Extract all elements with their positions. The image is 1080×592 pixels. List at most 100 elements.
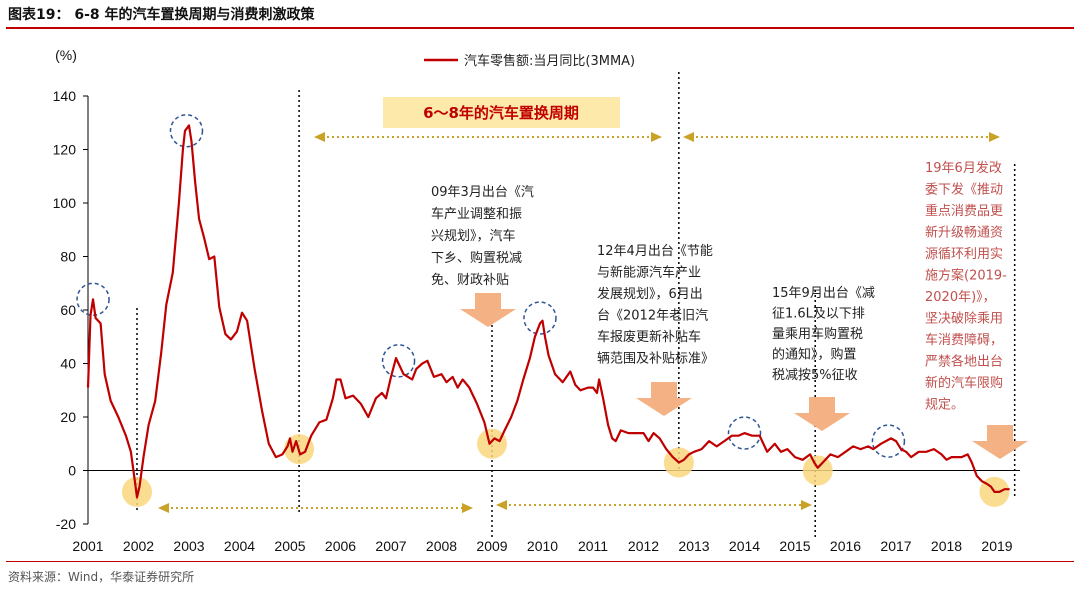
x-tick-label: 2007	[375, 538, 406, 554]
policy-note-a2019: 19年6月发改委下发《推动重点消费品更新升级畅通资源循环利用实施方案(2019-…	[925, 160, 1007, 413]
cycle-arrow-right-head	[989, 132, 1000, 142]
y-tick-label: 80	[60, 249, 76, 265]
policy-guides	[136, 72, 1016, 540]
peak-marker	[727, 416, 762, 450]
policy-note-line: 的通知》，购置	[772, 347, 857, 363]
x-tick-label: 2017	[880, 538, 911, 554]
footer-divider	[6, 561, 1074, 562]
policy-arrow-2009	[460, 293, 516, 327]
x-tick-label: 2014	[729, 538, 760, 554]
x-tick-label: 2011	[578, 538, 608, 554]
policy-note-line: 征1.6L及以下排	[772, 307, 865, 322]
x-tick-label: 2009	[476, 538, 507, 554]
series-layer	[86, 124, 1010, 499]
policy-note-line: 与新能源汽车产业	[597, 265, 701, 281]
policy-note-line: 重点消费品更	[925, 203, 1003, 219]
figure-title: 图表19： 6-8 年的汽车置换周期与消费刺激政策	[8, 7, 315, 23]
policy-note-line: 车产业调整和振	[431, 206, 522, 222]
x-tick-label: 2012	[628, 538, 659, 554]
policy-note-line: 15年9月出台《减	[772, 286, 875, 301]
cycle-arrow-2009-2015	[496, 500, 812, 510]
source-note: 资料来源：Wind，华泰证券研究所	[8, 570, 195, 584]
policy-note-line: 坚决破除乘用	[925, 312, 1003, 327]
policy-arrow-2019	[972, 425, 1028, 459]
y-axis-unit: (%)	[55, 47, 77, 63]
policy-note-line: 2020年)》，	[925, 290, 996, 305]
cycle-arrow-2002-2009	[158, 503, 473, 513]
policy-note-line: 19年6月发改	[925, 160, 1002, 176]
x-tick-label: 2016	[830, 538, 861, 554]
peak-marker	[169, 114, 204, 148]
legend-label: 汽车零售额:当月同比(3MMA)	[464, 53, 635, 69]
policy-note-line: 新升级畅通资	[925, 225, 1003, 241]
down-arrow-shape	[636, 382, 692, 416]
y-tick-label: 20	[60, 409, 76, 425]
x-tick-label: 2008	[426, 538, 457, 554]
policy-note-line: 兴规划》，汽车	[431, 228, 516, 244]
down-arrow-shape	[794, 397, 850, 431]
policy-note-line: 量乘用车购置税	[772, 326, 863, 342]
y-tick-label: 0	[68, 463, 76, 479]
x-tick-label: 2013	[678, 538, 709, 554]
banner-box	[383, 97, 620, 128]
cycle-arrow-right-head	[801, 500, 812, 510]
policy-note-line: 施方案(2019-	[925, 268, 1007, 284]
cycle-arrow-left-head	[496, 500, 507, 510]
cycle-arrow-left-head	[314, 132, 325, 142]
peak-marker	[523, 301, 557, 335]
trough-marker	[477, 428, 507, 459]
policy-note-line: 免、财政补贴	[431, 273, 509, 288]
policy-note-line: 辆范围及补贴标准》	[597, 352, 714, 367]
policy-note-line: 台《2012年老旧汽	[597, 309, 708, 324]
policy-note-line: 09年3月出台《汽	[431, 185, 534, 200]
policy-note-line: 委下发《推动	[925, 182, 1003, 198]
x-tick-label: 2019	[981, 538, 1012, 554]
banner-title: 6～8年的汽车置换周期	[423, 104, 579, 122]
x-tick-label: 2004	[224, 538, 255, 554]
cycle-arrow-left-head	[158, 503, 169, 513]
x-tick-label: 2015	[779, 538, 810, 554]
cycle-arrow-right-head	[462, 503, 473, 513]
title-divider	[6, 27, 1074, 29]
y-tick-label: 120	[53, 142, 77, 158]
peak-marker	[76, 282, 110, 317]
x-tick-label: 2003	[173, 538, 204, 554]
policy-note-line: 车报废更新补贴车	[597, 329, 701, 345]
down-arrow-shape	[972, 425, 1028, 459]
policy-note-line: 严禁各地出台	[925, 354, 1003, 370]
policy-arrow-2015	[794, 397, 850, 431]
policy-note-line: 新的汽车限购	[925, 375, 1003, 391]
down-arrow-shape	[460, 293, 516, 327]
peak-marker	[381, 344, 416, 378]
policy-note-line: 规定。	[925, 398, 964, 413]
cycle-arrow-right-head	[651, 132, 662, 142]
policy-arrow-2012	[636, 382, 692, 416]
y-tick-label: 40	[60, 356, 76, 372]
y-tick-label: 140	[53, 88, 77, 104]
y-tick-label: -20	[56, 516, 76, 532]
y-tick-label: 60	[60, 302, 76, 318]
cycle-arrow-2012-2019	[683, 132, 1000, 142]
policy-note-line: 车消费障碍，	[925, 332, 1003, 348]
policy-note-line: 税减按5%征收	[772, 368, 858, 383]
policy-note-line: 下乡、购置税减	[431, 250, 522, 266]
y-tick-label: 100	[53, 195, 77, 211]
series-line	[86, 124, 1010, 499]
cycle-arrow-2005-2012	[314, 132, 662, 142]
x-tick-label: 2001	[72, 538, 103, 554]
policy-note-line: 12年4月出台《节能	[597, 244, 713, 259]
cycle-arrow-left-head	[683, 132, 694, 142]
policy-note-a2012: 12年4月出台《节能与新能源汽车产业发展规划》，6月出台《2012年老旧汽车报废…	[597, 244, 714, 367]
x-tick-label: 2010	[527, 538, 558, 554]
x-tick-label: 2002	[123, 538, 154, 554]
x-tick-label: 2018	[931, 538, 962, 554]
trough-marker	[802, 455, 833, 486]
peak-marker	[871, 424, 906, 458]
x-tick-label: 2006	[325, 538, 356, 554]
chart-axes: -20 0 20 40 60 80 100 120 140 (%) 2001 2002 2003 2004…	[53, 47, 1020, 554]
policy-note-line: 发展规划》，6月出	[597, 286, 703, 302]
x-tick-label: 2005	[274, 538, 305, 554]
